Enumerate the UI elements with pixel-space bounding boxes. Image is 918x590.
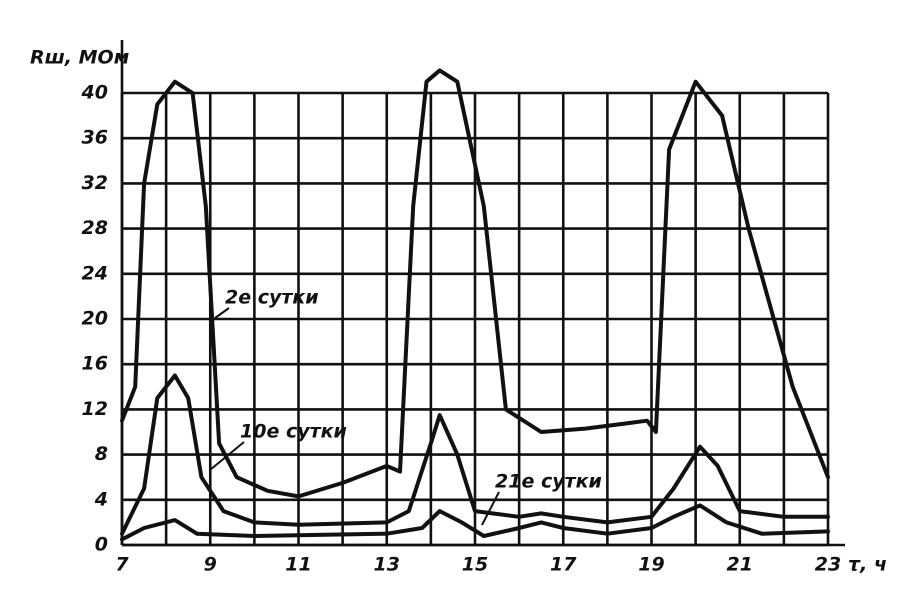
y-tick-label: 36 — [82, 127, 108, 149]
y-tick-label: 4 — [94, 488, 108, 510]
x-tick-label: 11 — [285, 554, 311, 576]
leader-line — [209, 441, 245, 471]
x-tick-label: 7 — [115, 554, 129, 576]
series-label: 2е сутки — [225, 287, 319, 309]
series-label: 10е сутки — [240, 421, 347, 443]
line — [120, 503, 830, 542]
x-tick-label: 9 — [204, 554, 217, 576]
leader-line — [214, 307, 230, 319]
x-tick-label: 21 — [727, 554, 753, 576]
leader-line — [481, 491, 500, 526]
line — [120, 373, 830, 536]
y-tick-label: 40 — [81, 82, 108, 104]
y-tick-label: 8 — [95, 443, 108, 465]
line — [120, 68, 830, 499]
y-axis-label: Rш, МОм — [30, 47, 129, 69]
x-tick-label: 13 — [374, 554, 400, 576]
y-tick-label: 16 — [82, 353, 108, 375]
series-label: 21е сутки — [495, 471, 602, 493]
y-tick-label: 28 — [82, 217, 108, 239]
x-tick-label: 23 — [815, 554, 841, 576]
y-tick-label: 32 — [82, 172, 108, 194]
y-tick-label: 20 — [82, 308, 108, 330]
x-tick-label: 17 — [550, 554, 577, 576]
y-tick-label: 12 — [82, 398, 108, 420]
y-tick-label: 24 — [82, 262, 108, 284]
x-tick-label: 19 — [638, 554, 664, 576]
y-tick-label: 0 — [95, 534, 108, 556]
x-tick-label: 15 — [462, 554, 488, 576]
x-axis-label: τ, ч — [848, 554, 887, 576]
